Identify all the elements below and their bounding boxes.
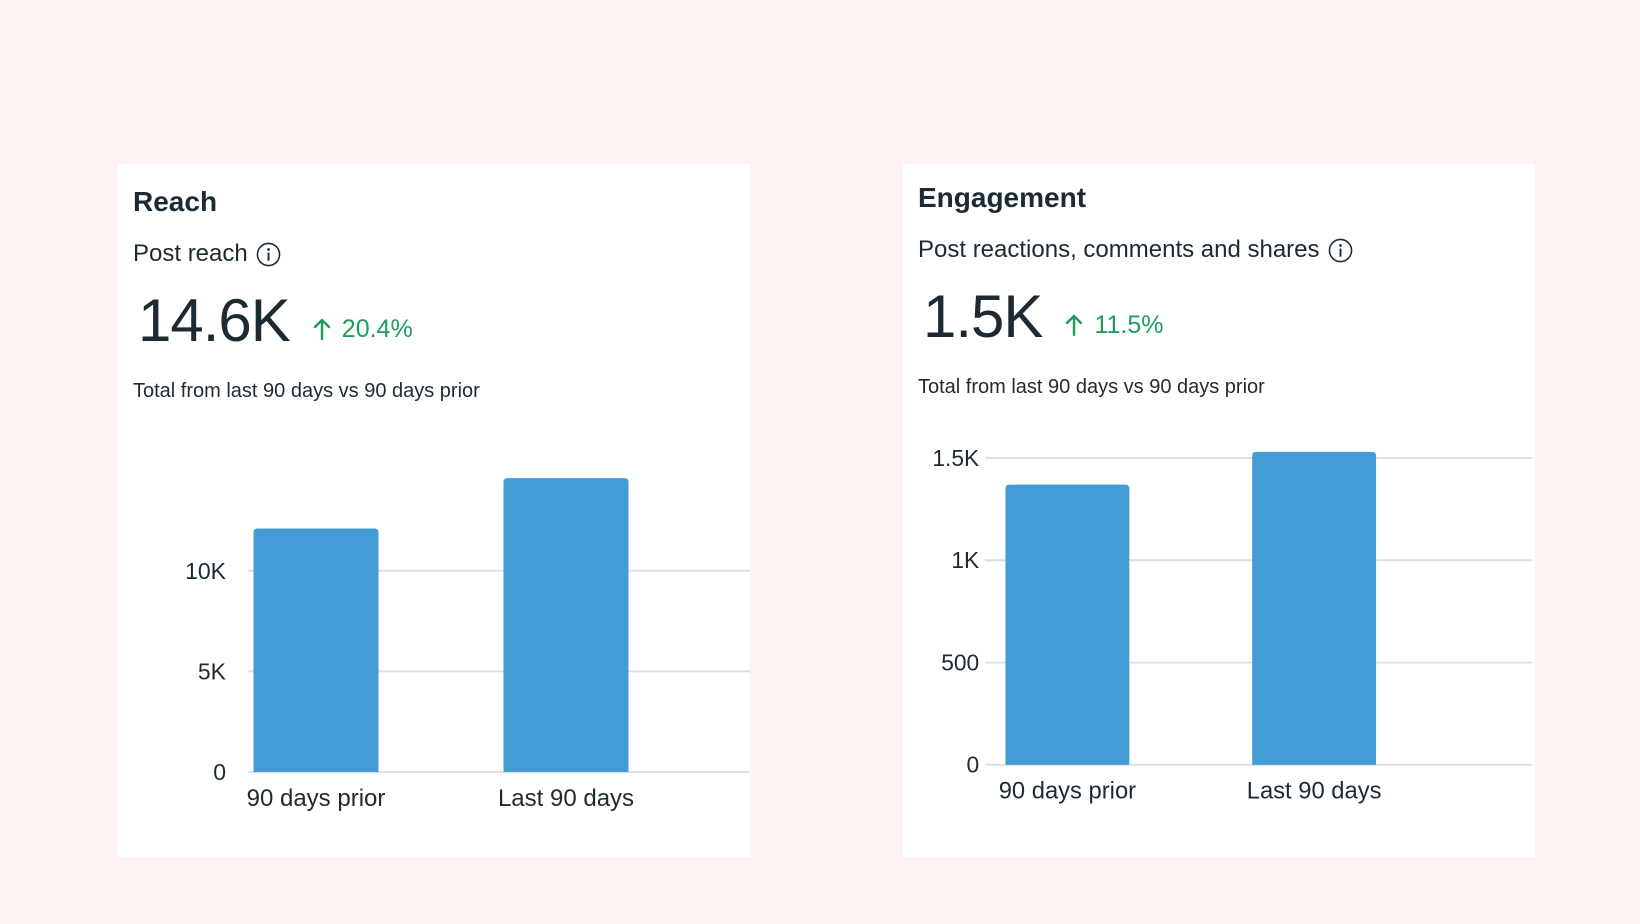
info-icon[interactable] [256, 242, 281, 267]
subtitle-label: Post reactions, comments and shares [918, 236, 1320, 263]
metric-value: 14.6K [138, 287, 291, 354]
y-tick-label: 500 [941, 649, 979, 675]
bar-1[interactable] [503, 478, 629, 772]
y-tick-label: 1.5K [932, 445, 979, 471]
y-tick-label: 0 [967, 752, 980, 778]
metric-subtitle: Post reach [133, 240, 281, 268]
change-indicator: 11.5% [1064, 311, 1163, 340]
change-percent: 11.5% [1094, 310, 1164, 339]
reach-card: Reach Post reach 14.6K 20.4% Total from … [118, 164, 750, 857]
engagement-bar-chart: 0 500 1K 1.5K 90 days prior Last 90 days [932, 445, 1533, 805]
metric-row: 14.6K 20.4% [138, 286, 413, 355]
metric-caption: Total from last 90 days vs 90 days prior [133, 380, 480, 402]
bar-1[interactable] [1252, 451, 1377, 765]
subtitle-label: Post reach [133, 240, 248, 267]
change-indicator: 20.4% [312, 315, 413, 344]
x-category-label: Last 90 days [1247, 778, 1382, 805]
y-tick-label: 0 [213, 759, 226, 785]
y-tick-label: 5K [198, 658, 227, 684]
x-category-label: 90 days prior [999, 778, 1136, 805]
metric-subtitle: Post reactions, comments and shares [918, 236, 1353, 264]
x-category-label: Last 90 days [498, 785, 634, 812]
engagement-card: Engagement Post reactions, comments and … [903, 164, 1535, 857]
card-title: Reach [133, 186, 218, 217]
y-tick-label: 10K [185, 558, 227, 584]
bar-0[interactable] [253, 528, 379, 772]
reach-bar-chart: 0 5K 10K 90 days prior Last 90 days [185, 478, 750, 812]
metric-row: 1.5K 11.5% [923, 282, 1163, 351]
arrow-up-icon [1066, 314, 1083, 337]
arrow-up-icon [313, 318, 330, 341]
metric-value: 1.5K [923, 283, 1043, 350]
change-percent: 20.4% [341, 314, 413, 343]
card-title: Engagement [918, 182, 1087, 213]
metric-caption: Total from last 90 days vs 90 days prior [918, 376, 1265, 398]
y-tick-label: 1K [951, 547, 979, 573]
x-category-label: 90 days prior [247, 785, 386, 812]
info-icon[interactable] [1328, 238, 1353, 263]
bar-0[interactable] [1005, 484, 1130, 765]
